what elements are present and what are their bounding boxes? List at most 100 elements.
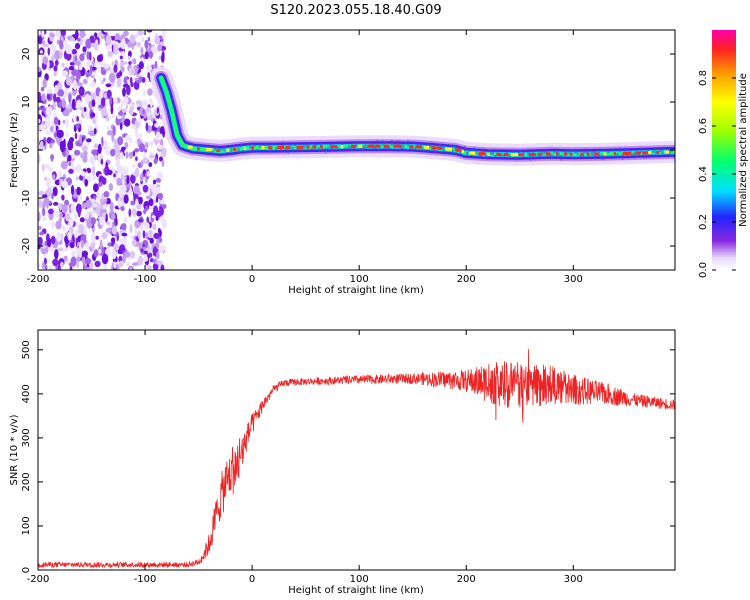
noise-blob: [128, 61, 132, 65]
ridge-texture: [602, 154, 605, 161]
noise-blob: [137, 41, 141, 48]
noise-blob: [99, 217, 105, 226]
noise-blob: [59, 202, 62, 211]
noise-blob: [38, 190, 45, 196]
noise-blob: [128, 208, 132, 217]
colorbar-tick-label: 0.4: [698, 166, 709, 182]
noise-blob: [72, 114, 77, 123]
ridge-texture: [416, 141, 419, 148]
ridge-texture: [393, 142, 395, 148]
noise-blob: [93, 143, 99, 149]
noise-blob: [145, 205, 149, 212]
noise-blob: [90, 81, 96, 88]
ridge-peak: [226, 148, 230, 152]
ridge-texture: [623, 147, 626, 152]
noise-blob: [116, 77, 122, 88]
noise-blob: [119, 122, 123, 131]
ridge-peak: [330, 145, 337, 149]
y-tick-label: 10: [21, 96, 32, 109]
colorbar-tick-label: 0.2: [698, 214, 709, 230]
noise-blob: [162, 204, 167, 209]
ridge-texture: [557, 152, 560, 158]
noise-blob: [62, 119, 66, 124]
ridge-texture: [673, 154, 675, 158]
ridge-texture: [343, 147, 346, 150]
ridge-texture: [659, 149, 662, 153]
ridge-texture: [211, 150, 214, 154]
noise-blob: [39, 231, 44, 236]
ridge-texture: [355, 144, 358, 147]
ridge-peak: [163, 83, 166, 88]
ridge-peak: [455, 148, 461, 152]
noise-blob: [135, 100, 142, 105]
noise-blob: [92, 202, 98, 208]
noise-blob: [136, 121, 139, 129]
noise-blob: [54, 179, 61, 186]
noise-blob: [91, 71, 96, 76]
noise-blob: [126, 175, 130, 185]
noise-blob: [74, 60, 82, 66]
noise-blob: [147, 72, 151, 79]
ridge-texture: [583, 148, 586, 154]
ridge-texture: [284, 146, 287, 151]
noise-blob: [116, 181, 123, 186]
noise-blob: [147, 88, 153, 96]
ridge-texture: [524, 149, 527, 153]
ridge-texture: [569, 149, 572, 153]
noise-blob: [116, 264, 120, 270]
noise-blob: [146, 265, 152, 270]
noise-blob: [67, 231, 72, 241]
ridge-texture: [303, 144, 306, 149]
noise-blob: [121, 223, 127, 231]
noise-blob: [42, 202, 46, 208]
noise-blob: [78, 223, 84, 234]
noise-blob: [42, 206, 46, 217]
noise-blob: [125, 261, 131, 267]
noise-blob: [42, 43, 49, 48]
noise-blob: [138, 118, 142, 128]
noise-blob: [153, 139, 161, 144]
noise-blob: [92, 175, 97, 181]
noise-blob: [112, 125, 116, 136]
noise-blob: [85, 199, 92, 209]
noise-blob: [38, 118, 41, 124]
noise-blob: [147, 37, 151, 42]
noise-blob: [152, 223, 157, 231]
noise-blob: [79, 133, 82, 144]
noise-blob: [70, 37, 75, 42]
noise-blob: [141, 77, 146, 83]
ridge-texture: [459, 149, 461, 155]
noise-blob: [147, 112, 151, 117]
ridge-texture: [437, 144, 440, 147]
noise-blob: [85, 141, 90, 147]
snr-y-ticks: 0 100 200 300 400 500: [21, 340, 675, 573]
noise-blob: [53, 65, 58, 72]
y-tick-label: -20: [21, 238, 32, 254]
noise-blob: [101, 136, 104, 146]
noise-blob: [117, 136, 124, 146]
ridge-texture: [451, 149, 454, 156]
noise-blob: [58, 89, 64, 97]
ridge-texture: [388, 146, 391, 151]
noise-blob: [90, 112, 96, 118]
noise-blob: [117, 115, 121, 120]
noise-blob: [75, 247, 83, 256]
ridge-peak: [187, 145, 193, 149]
ridge-texture: [520, 149, 523, 153]
ridge-texture: [256, 149, 259, 152]
noise-blob: [131, 42, 135, 50]
noise-blob: [75, 203, 82, 214]
ridge-peak: [469, 151, 476, 155]
ridge-texture: [435, 150, 438, 153]
ridge-peak: [350, 144, 357, 148]
ridge-texture: [397, 140, 400, 146]
noise-blob: [110, 237, 116, 244]
ridge-texture: [242, 149, 245, 152]
noise-blob: [153, 158, 158, 165]
ridge-texture: [515, 156, 518, 161]
ridge-peak: [170, 104, 173, 109]
ridge-texture: [652, 150, 655, 153]
noise-blob: [132, 150, 136, 157]
noise-blob: [111, 225, 117, 235]
ridge-texture: [536, 153, 539, 157]
